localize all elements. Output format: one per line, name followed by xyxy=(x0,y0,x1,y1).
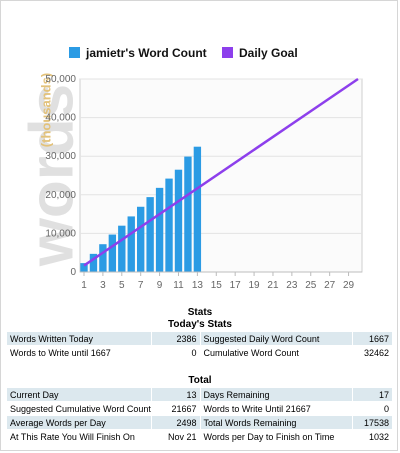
word-count-bar xyxy=(80,263,88,272)
stat-value: 17 xyxy=(352,388,392,401)
y-tick-label: 20,000 xyxy=(45,190,76,201)
watermark-units: (thousands) xyxy=(39,73,54,147)
stat-label: Cumulative Word Count xyxy=(203,347,299,358)
stat-label: Words Written Today xyxy=(7,332,151,345)
table-row: Average Words per Day 2498 Total Words R… xyxy=(7,416,392,429)
x-tick-label: 25 xyxy=(305,280,317,291)
table-row: Suggested Cumulative Word Count 21667 Wo… xyxy=(7,402,392,415)
stat-label: At This Rate You Will Finish On xyxy=(10,431,135,442)
stat-value: Nov 21 xyxy=(167,431,197,442)
word-count-chart: jamietr's Word Count Daily Goal words (t… xyxy=(18,46,363,291)
word-count-bar xyxy=(89,253,98,272)
stat-label: Suggested Cumulative Word Count xyxy=(10,403,151,414)
watermark-words: words xyxy=(18,84,87,268)
word-count-bar xyxy=(99,244,107,272)
legend-swatch-daily-goal xyxy=(222,47,233,58)
x-tick-label: 3 xyxy=(100,280,106,291)
legend-label-daily-goal: Daily Goal xyxy=(239,46,298,60)
table-row: Words Written Today 2386 Suggested Daily… xyxy=(7,332,392,345)
word-count-bar xyxy=(165,178,173,272)
y-tick-label: 0 xyxy=(70,267,76,278)
stat-label: Words to Write Until 21667 xyxy=(203,403,311,414)
x-tick-label: 23 xyxy=(286,280,298,291)
stat-value: 32462 xyxy=(363,347,389,358)
x-tick-label: 21 xyxy=(267,280,279,291)
today-stats-heading: Today's Stats xyxy=(168,319,232,330)
x-tick-label: 27 xyxy=(324,280,336,291)
x-tick-label: 17 xyxy=(230,280,242,291)
stat-label: Current Day xyxy=(7,388,151,401)
legend-label-word-count: jamietr's Word Count xyxy=(85,46,207,60)
y-tick-label: 50,000 xyxy=(45,74,76,85)
table-row: At This Rate You Will Finish On Nov 21 W… xyxy=(7,430,392,443)
x-tick-label: 1 xyxy=(81,280,87,291)
stat-label: Words per Day to Finish on Time xyxy=(203,431,335,442)
stat-label: Days Remaining xyxy=(200,388,352,401)
total-stats-heading: Total xyxy=(188,375,212,386)
x-tick-label: 7 xyxy=(138,280,144,291)
stat-value: 21667 xyxy=(171,403,197,414)
word-count-bar xyxy=(108,234,117,272)
word-count-bar xyxy=(146,197,154,272)
y-tick-label: 30,000 xyxy=(45,151,76,162)
x-tick-label: 9 xyxy=(157,280,163,291)
table-row: Words to Write until 1667 0 Cumulative W… xyxy=(7,346,392,359)
x-tick-label: 15 xyxy=(211,280,223,291)
stat-value: 1032 xyxy=(368,431,389,442)
daily-goal-line xyxy=(83,77,359,267)
y-tick-label: 10,000 xyxy=(45,228,76,239)
word-count-bar xyxy=(193,146,202,272)
stat-label: Suggested Daily Word Count xyxy=(200,332,352,345)
x-tick-label: 29 xyxy=(343,280,355,291)
stats-heading: Stats xyxy=(187,307,213,318)
table-row: Current Day 13 Days Remaining 17 xyxy=(7,388,392,401)
stat-label: Average Words per Day xyxy=(7,416,151,429)
stat-label: Words to Write until 1667 xyxy=(10,347,111,358)
word-count-bar xyxy=(184,156,192,272)
x-tick-label: 13 xyxy=(192,280,204,291)
stat-value: 1667 xyxy=(352,332,392,345)
stat-value: 17538 xyxy=(352,416,392,429)
stat-value: 0 xyxy=(383,403,389,414)
word-count-bar xyxy=(137,206,145,272)
stat-value: 2498 xyxy=(151,416,200,429)
x-tick-label: 19 xyxy=(249,280,261,291)
y-tick-label: 40,000 xyxy=(45,113,76,124)
word-count-bar xyxy=(155,187,164,272)
today-stats-table: Words Written Today 2386 Suggested Daily… xyxy=(6,331,393,360)
word-count-bar xyxy=(127,216,135,272)
stat-value: 2386 xyxy=(151,332,200,345)
stat-value: 0 xyxy=(191,347,197,358)
word-count-bar xyxy=(174,169,183,272)
stat-label: Total Words Remaining xyxy=(200,416,352,429)
word-count-bar xyxy=(118,225,126,272)
x-tick-label: 11 xyxy=(173,280,184,291)
legend-swatch-word-count xyxy=(69,47,80,58)
x-tick-label: 5 xyxy=(119,280,125,291)
stat-value: 13 xyxy=(151,388,200,401)
total-stats-table: Current Day 13 Days Remaining 17 Suggest… xyxy=(6,387,393,444)
